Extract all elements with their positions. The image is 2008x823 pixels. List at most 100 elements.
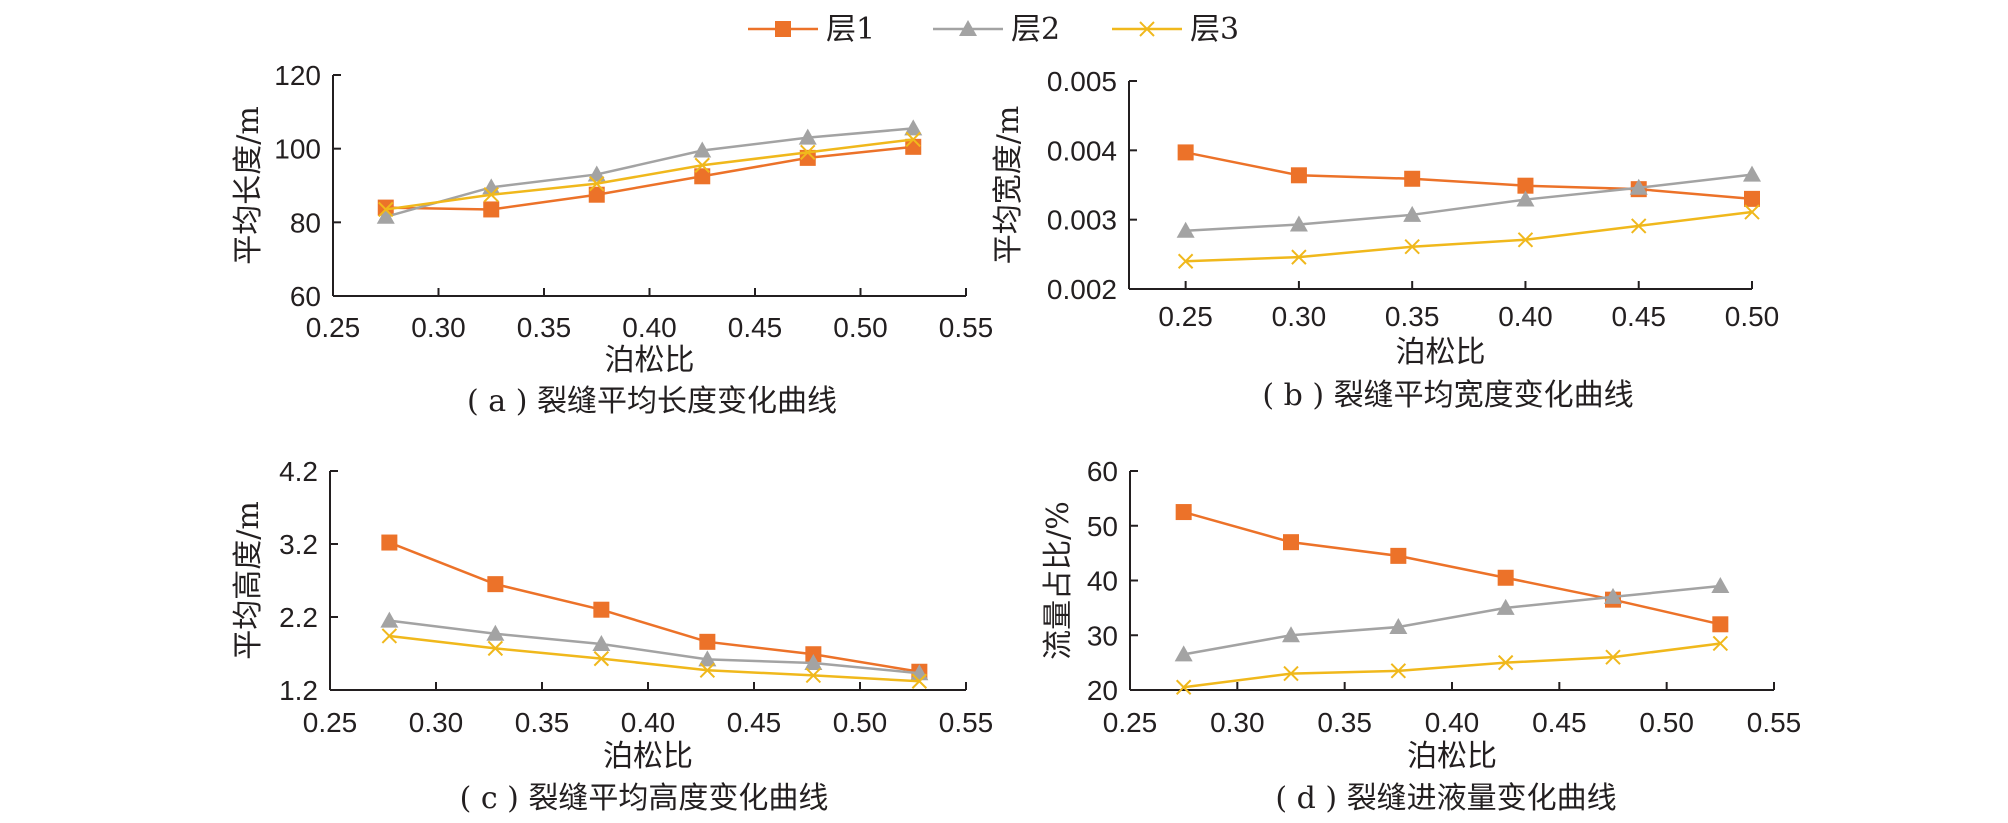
charts-group: 60 80 100 120 0.25 0.30 0.35 0.40 0.45 0.50 0.55 泊松… (231, 60, 1801, 816)
legend-label: 层2 (1011, 12, 1060, 47)
x-tick-label: 0.25 (1158, 301, 1213, 332)
y-tick-label: 4.2 (279, 456, 318, 487)
data-point (589, 175, 605, 192)
series-层1 (1175, 504, 1729, 633)
y-tick-label: 2.2 (279, 602, 318, 633)
data-point (376, 207, 395, 224)
data-point (1282, 626, 1300, 643)
data-point (804, 653, 823, 670)
series-line (385, 127, 914, 219)
data-point (905, 131, 921, 148)
x-tick-label: 0.40 (1425, 707, 1480, 738)
data-point (1404, 170, 1421, 187)
data-point (1176, 221, 1195, 238)
series-层3 (378, 131, 921, 218)
chart-panel-b: 0.002 0.003 0.004 0.005 0.25 0.30 0.35 0.40 0.45… (991, 66, 1779, 413)
data-point (1629, 178, 1648, 195)
series-层2 (380, 611, 929, 681)
data-point (798, 128, 817, 145)
data-point (1289, 215, 1308, 232)
data-point (1604, 587, 1622, 604)
x-tick-label: 0.50 (833, 707, 888, 738)
x-tick-label: 0.50 (833, 312, 888, 343)
y-tick-label: 20 (1087, 675, 1118, 706)
y-tick-label: 1.2 (279, 675, 318, 706)
legend-marker (775, 21, 791, 37)
x-tick-label: 0.30 (1272, 301, 1327, 332)
x-tick-label: 0.55 (939, 312, 994, 343)
series-line (1183, 584, 1721, 656)
y-tick-label: 100 (274, 134, 321, 165)
y-axis-title: 平均宽度/m (991, 106, 1026, 265)
y-tick-label: 60 (290, 281, 321, 312)
x-tick-label: 0.40 (1498, 301, 1553, 332)
series-line (385, 145, 914, 211)
data-point (381, 628, 398, 644)
panel-caption: ( d ) 裂缝进液量变化曲线 (1275, 781, 1616, 816)
data-point (1175, 504, 1192, 521)
legend-item: 层1 (748, 12, 875, 47)
panel-caption: ( a ) 裂缝平均长度变化曲线 (467, 384, 837, 419)
data-point (1517, 177, 1534, 194)
data-point (693, 141, 712, 158)
y-axis-title: 流量占比/% (1041, 501, 1076, 660)
legend-label: 层3 (1190, 12, 1239, 47)
chart-panel-d: 20 30 40 50 60 0.25 0.30 0.35 0.40 0.45 0.50 0.55 泊松… (1041, 456, 1801, 816)
y-tick-label: 50 (1087, 511, 1118, 542)
series-line (1183, 642, 1721, 689)
data-point (483, 187, 499, 203)
y-tick-label: 60 (1087, 456, 1118, 487)
x-axis-title: 泊松比 (1407, 739, 1497, 774)
data-point (805, 667, 822, 684)
data-point (1389, 618, 1408, 635)
data-point (1403, 205, 1422, 222)
x-tick-label: 0.25 (1103, 707, 1158, 738)
data-point (1177, 144, 1194, 161)
x-tick-label: 0.55 (939, 707, 994, 738)
x-tick-label: 0.45 (727, 707, 782, 738)
x-tick-label: 0.30 (411, 312, 466, 343)
data-point (694, 168, 711, 185)
data-point (698, 650, 717, 667)
x-tick-label: 0.50 (1639, 707, 1694, 738)
data-point (1516, 190, 1535, 207)
chart-panel-c: 1.2 2.2 3.2 4.2 0.25 0.30 0.35 0.40 0.45 0.50 0.55… (231, 456, 993, 816)
data-point (911, 673, 928, 689)
series-line (389, 619, 920, 675)
series-层1 (1177, 144, 1760, 207)
panel-caption: ( c ) 裂缝平均高度变化曲线 (460, 781, 829, 816)
legend-item: 层3 (1112, 12, 1239, 47)
data-point (699, 633, 716, 650)
series-line (1185, 173, 1753, 233)
data-point (1712, 616, 1729, 633)
y-tick-label: 0.003 (1047, 205, 1117, 236)
data-point (588, 186, 605, 203)
data-point (1496, 598, 1515, 615)
x-axis-title: 泊松比 (1396, 335, 1486, 370)
y-tick-label: 40 (1087, 566, 1118, 597)
data-point (378, 201, 394, 218)
x-tick-label: 0.25 (306, 312, 361, 343)
data-point (1175, 679, 1192, 695)
data-point (380, 611, 399, 628)
x-axis-title: 泊松比 (603, 739, 693, 774)
x-tick-label: 0.35 (515, 707, 570, 738)
legend-label: 层1 (826, 12, 875, 47)
data-point (1517, 232, 1534, 248)
data-point (1744, 190, 1760, 207)
data-point (483, 201, 500, 218)
legend-item: 层2 (933, 12, 1060, 47)
y-tick-label: 0.004 (1047, 135, 1117, 166)
data-point (1283, 534, 1299, 551)
data-point (1631, 218, 1647, 234)
y-tick-label: 0.005 (1047, 66, 1117, 97)
y-axis-title: 平均高度/m (231, 501, 266, 660)
series-层3 (381, 628, 928, 689)
legend-marker (959, 20, 977, 36)
data-point (377, 199, 394, 216)
x-tick-label: 0.30 (409, 707, 464, 738)
data-point (1711, 576, 1730, 593)
data-point (486, 624, 505, 641)
data-point (587, 165, 606, 182)
